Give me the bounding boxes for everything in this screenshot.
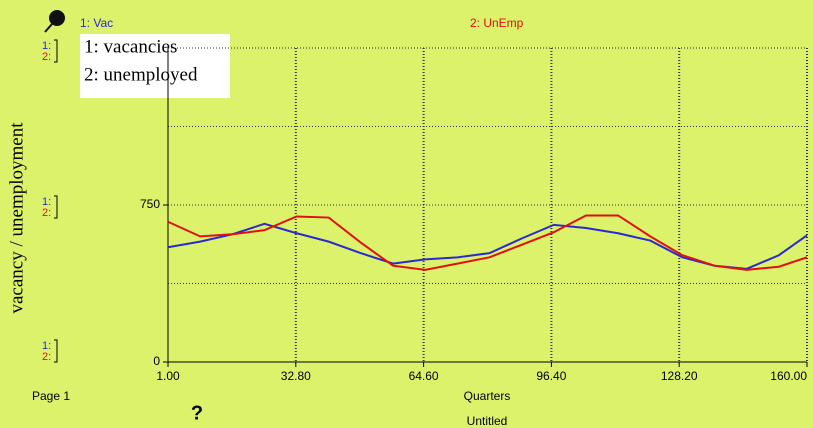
- help-icon[interactable]: ?: [191, 402, 203, 424]
- scale-marker: 1:: [42, 40, 51, 52]
- scale-marker: 2:: [42, 351, 51, 363]
- x-tick-label: 96.40: [536, 369, 566, 383]
- pin-icon-stem: [44, 23, 53, 33]
- x-tick-label: 64.60: [409, 369, 439, 383]
- legend-entry: 1: vacancies: [84, 36, 177, 57]
- x-tick-label: 160.00: [770, 369, 807, 383]
- header-label: 2: UnEmp: [470, 16, 524, 30]
- y-tick-label: 750: [140, 197, 160, 211]
- scale-marker: 1:: [42, 196, 51, 208]
- y-axis-label: vacancy / unemployment: [6, 122, 27, 314]
- page-label: Page 1: [32, 389, 70, 403]
- x-tick-label: 32.80: [281, 369, 311, 383]
- scale-bracket: [54, 195, 58, 219]
- scale-marker: 2:: [42, 207, 51, 219]
- x-tick-label: 128.20: [661, 369, 698, 383]
- scale-bracket: [54, 39, 58, 63]
- x-tick-label: 1.00: [156, 369, 180, 383]
- pin-icon[interactable]: [49, 10, 65, 26]
- header-label: 1: Vac: [80, 16, 113, 30]
- legend-box: [80, 34, 230, 98]
- series-line: [167, 214, 808, 271]
- scale-marker: 2:: [42, 51, 51, 63]
- legend-entry: 2: unemployed: [84, 64, 198, 85]
- x-axis-label: Quarters: [464, 389, 511, 403]
- scale-marker: 1:: [42, 340, 51, 352]
- scale-bracket: [54, 339, 58, 363]
- footer: Untitled: [467, 414, 508, 428]
- y-tick-label: 0: [153, 354, 160, 368]
